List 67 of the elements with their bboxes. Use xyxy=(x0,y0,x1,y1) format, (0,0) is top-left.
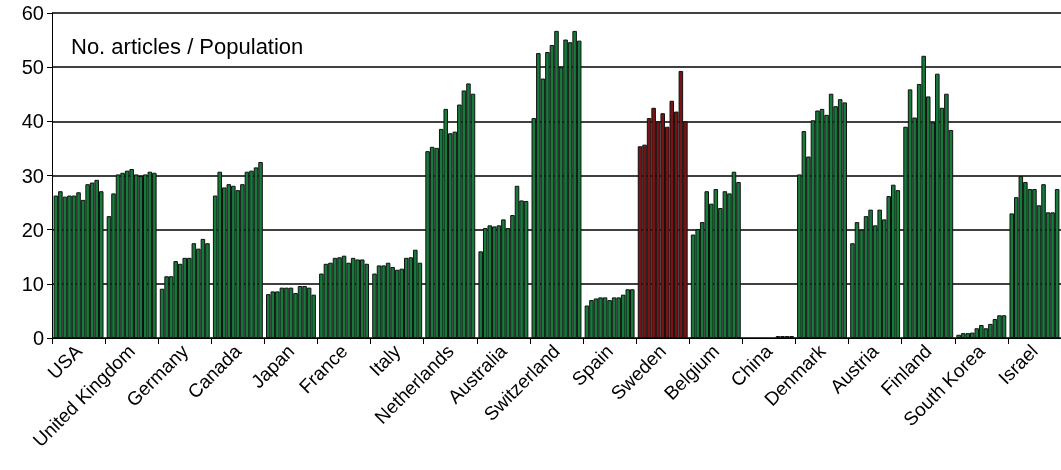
bar xyxy=(598,297,603,338)
bar xyxy=(200,238,206,338)
y-tick-label: 40 xyxy=(21,110,44,133)
bar xyxy=(611,297,617,338)
bar xyxy=(801,131,807,338)
bar xyxy=(704,191,710,338)
bar xyxy=(279,287,285,338)
text: No. articles / Population xyxy=(71,33,304,59)
bar xyxy=(85,184,90,338)
bar xyxy=(868,209,873,338)
bar xyxy=(974,328,980,338)
y-tick-label: 10 xyxy=(21,272,44,295)
bar xyxy=(593,298,599,338)
bar xyxy=(554,30,559,338)
bar xyxy=(1018,176,1024,338)
bar xyxy=(359,259,365,338)
bar xyxy=(306,287,312,338)
bar xyxy=(842,102,847,338)
y-tick-label: 20 xyxy=(21,218,44,241)
bar xyxy=(1054,189,1060,338)
bar xyxy=(67,195,72,338)
bar xyxy=(191,243,197,338)
bar xyxy=(660,113,665,338)
bar xyxy=(713,189,719,338)
y-tick-label: 0 xyxy=(32,327,44,349)
bar xyxy=(182,257,188,338)
bar xyxy=(270,291,276,338)
bar xyxy=(487,225,493,338)
bar xyxy=(390,267,395,338)
bar xyxy=(907,89,913,338)
bar xyxy=(997,315,1002,338)
bar xyxy=(669,100,675,338)
bar xyxy=(147,171,153,338)
bar xyxy=(607,300,612,338)
bar xyxy=(217,171,222,338)
bar xyxy=(1001,315,1007,338)
bar xyxy=(960,333,966,338)
bar xyxy=(258,161,263,338)
bar xyxy=(877,209,882,338)
bar xyxy=(53,195,59,338)
bar xyxy=(965,333,970,338)
y-tick-label: 60 xyxy=(21,2,44,24)
bar xyxy=(443,108,449,338)
bar xyxy=(249,170,254,338)
bar xyxy=(523,200,529,338)
bar xyxy=(678,70,684,338)
bar xyxy=(1041,184,1046,338)
bar xyxy=(226,184,232,338)
bar xyxy=(120,172,125,338)
bar xyxy=(956,334,961,338)
bar xyxy=(173,261,178,338)
y-tick-label: 50 xyxy=(21,56,44,79)
bar xyxy=(815,110,820,338)
bar xyxy=(164,276,169,338)
bar xyxy=(602,297,608,338)
y-tick-label: 30 xyxy=(21,164,44,187)
bar xyxy=(563,39,568,338)
bar xyxy=(76,192,81,338)
bar xyxy=(337,257,342,338)
bar xyxy=(651,107,656,338)
bar xyxy=(722,191,728,338)
bar xyxy=(625,289,631,338)
bar xyxy=(364,263,370,338)
bar xyxy=(616,297,621,338)
bar xyxy=(983,328,989,338)
bar xyxy=(328,262,333,338)
bar xyxy=(138,176,143,338)
